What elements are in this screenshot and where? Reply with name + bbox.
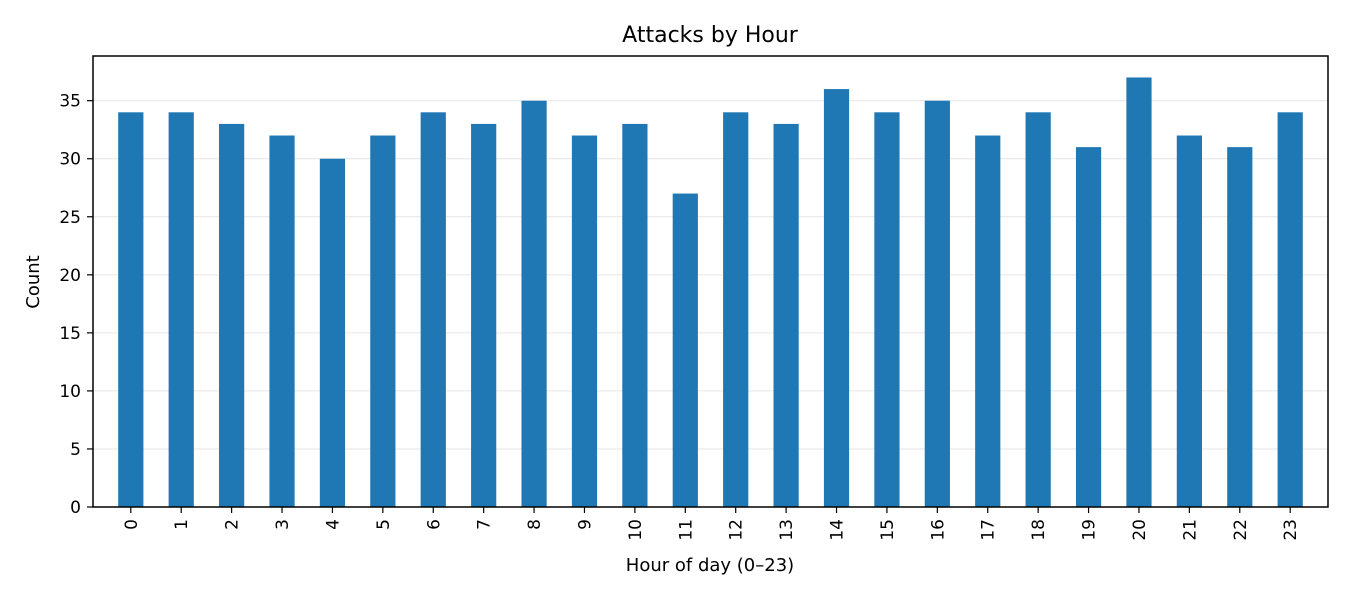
x-tick-label: 15 (878, 519, 898, 541)
y-axis-ticks: 0 5 10 15 20 25 30 35 (59, 92, 93, 518)
bar-18 (1025, 112, 1051, 508)
x-tick-label: 7 (475, 519, 495, 530)
bar-8 (521, 100, 547, 507)
bar-23 (1277, 112, 1303, 508)
bar-16 (924, 100, 950, 507)
bar-5 (370, 135, 396, 507)
bar-9 (571, 135, 598, 507)
x-tick-label: 10 (626, 519, 646, 541)
y-tick-label: 0 (70, 498, 81, 518)
x-tick-label: 21 (1180, 519, 1200, 541)
bar-21 (1176, 135, 1202, 507)
bar-15 (874, 112, 900, 508)
x-tick-label: 3 (273, 519, 293, 530)
y-axis-label: Count (23, 255, 44, 308)
x-tick-label: 17 (979, 519, 999, 541)
y-tick-label: 15 (59, 324, 81, 344)
x-axis-label: Hour of day (0–23) (626, 555, 794, 576)
chart-title: Attacks by Hour (622, 23, 799, 48)
x-tick-label: 16 (928, 519, 948, 541)
plot-area-frame (92, 55, 1329, 508)
x-tick-label: 2 (223, 519, 243, 530)
bar-7 (471, 123, 497, 507)
x-tick-label: 14 (828, 519, 848, 541)
bar-3 (269, 135, 295, 507)
x-tick-label: 5 (374, 519, 394, 530)
y-tick-label: 30 (59, 150, 81, 170)
bar-14 (823, 89, 850, 507)
x-tick-label: 6 (424, 519, 444, 530)
bar-10 (622, 123, 648, 507)
bars (118, 77, 1303, 508)
x-tick-label: 19 (1080, 519, 1100, 541)
x-tick-label: 1 (172, 519, 192, 530)
bar-20 (1126, 77, 1152, 507)
x-tick-label: 23 (1281, 519, 1301, 541)
x-tick-label: 11 (676, 519, 696, 541)
x-tick-label: 12 (727, 519, 747, 541)
bar-6 (420, 112, 446, 508)
bar-19 (1075, 147, 1102, 507)
bar-13 (773, 123, 799, 507)
y-tick-label: 35 (59, 92, 81, 112)
bar-11 (672, 193, 698, 507)
gridlines (93, 100, 1328, 508)
x-tick-label: 22 (1231, 519, 1251, 541)
y-tick-label: 20 (59, 266, 81, 286)
bar-4 (319, 158, 346, 507)
bar-22 (1227, 147, 1253, 507)
y-tick-label: 25 (59, 208, 81, 228)
x-tick-label: 20 (1130, 519, 1150, 541)
bar-0 (118, 112, 144, 508)
x-tick-label: 13 (777, 519, 797, 541)
x-tick-label: 0 (122, 519, 142, 530)
bar-12 (723, 112, 749, 508)
y-tick-label: 5 (70, 440, 81, 460)
x-axis-ticks: 0 1 2 3 4 5 6 7 8 9 10 11 12 13 14 15 16 17 18 19 20 21 22 23 (122, 507, 1301, 541)
y-tick-label: 10 (59, 382, 81, 402)
x-tick-label: 18 (1029, 519, 1049, 541)
x-tick-label: 8 (525, 519, 545, 530)
bar-17 (975, 135, 1001, 507)
x-tick-label: 9 (575, 519, 595, 530)
bar-1 (168, 112, 194, 508)
bar-2 (219, 123, 245, 507)
x-tick-label: 4 (323, 519, 343, 530)
